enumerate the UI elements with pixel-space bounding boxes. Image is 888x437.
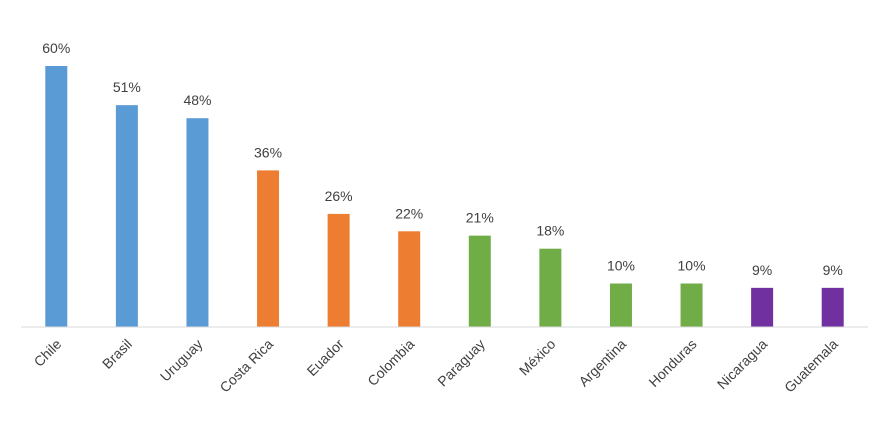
bar <box>115 105 138 328</box>
bar <box>609 283 632 327</box>
data-label: 36% <box>254 144 282 160</box>
x-tick-label: Brasil <box>99 336 135 372</box>
bar <box>45 66 68 327</box>
bar <box>327 213 350 327</box>
x-tick-label: Colombia <box>364 336 417 389</box>
data-label: 9% <box>752 262 772 278</box>
data-label: 22% <box>395 205 423 221</box>
x-tick-label: Nicaragua <box>714 336 771 393</box>
bar <box>751 287 774 327</box>
data-label: 60% <box>42 40 70 56</box>
x-tick-label: Costa Rica <box>216 336 276 396</box>
x-tick-label: México <box>516 336 559 379</box>
bar <box>257 170 280 327</box>
bar <box>468 235 491 327</box>
data-label: 9% <box>823 262 843 278</box>
x-tick-label: Argentina <box>575 336 629 390</box>
data-label: 26% <box>325 188 353 204</box>
x-tick-label: Honduras <box>645 336 699 390</box>
data-label: 21% <box>466 210 494 226</box>
data-label: 51% <box>113 79 141 95</box>
x-tick-label: Paraguay <box>434 336 488 390</box>
data-label: 10% <box>607 258 635 274</box>
data-label: 10% <box>678 258 706 274</box>
x-tick-label: Euador <box>304 336 347 379</box>
bar <box>680 283 703 327</box>
x-tick-label: Uruguay <box>157 336 206 385</box>
data-label: 18% <box>536 223 564 239</box>
x-tick-label: Chile <box>31 336 65 370</box>
bar <box>821 287 844 327</box>
bar <box>539 248 562 327</box>
x-tick-label: Guatemala <box>781 336 841 396</box>
data-label: 48% <box>183 92 211 108</box>
bar <box>398 231 421 327</box>
bar <box>186 118 209 327</box>
